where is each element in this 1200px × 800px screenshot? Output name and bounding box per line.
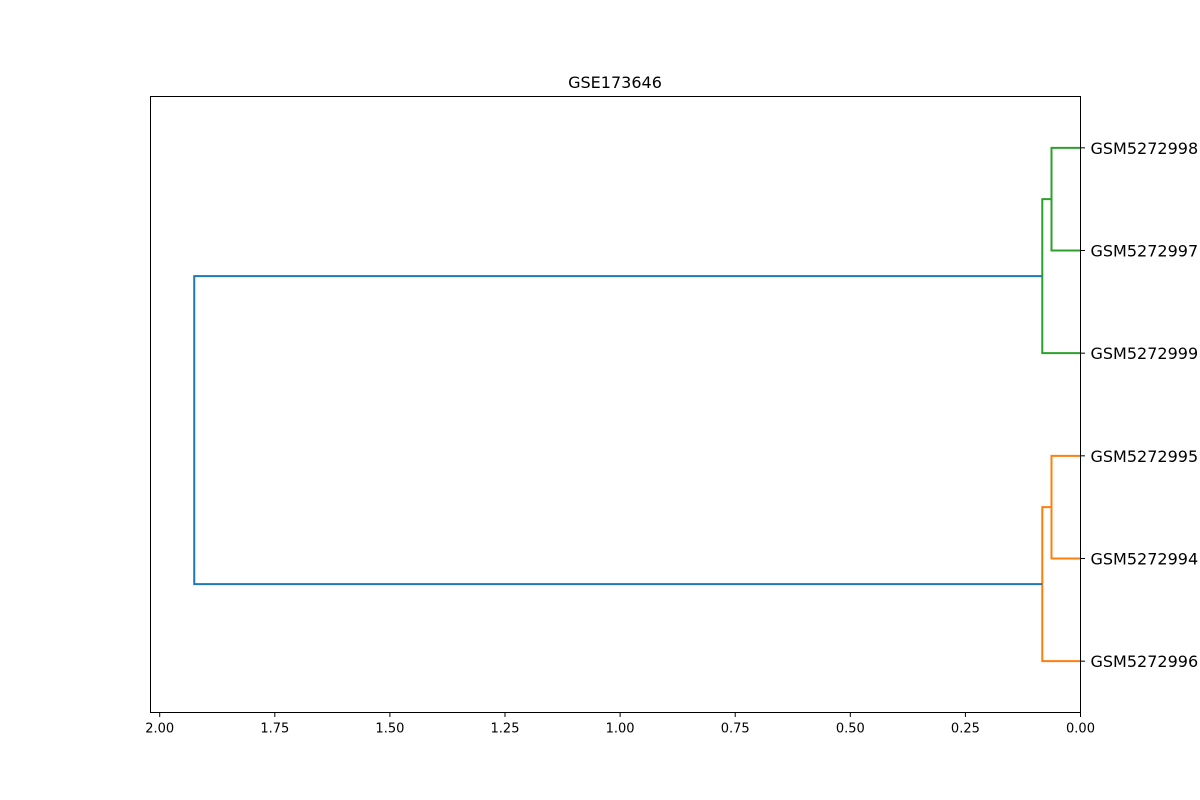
- x-tick-label: 0.00: [1066, 722, 1095, 737]
- dendrogram-link-2: [1041, 198, 1081, 355]
- leaf-labels: GSM5272998 GSM5272997 GSM5272999 GSM5272995…: [1080, 139, 1199, 671]
- x-tick-label: 1.00: [606, 722, 635, 737]
- x-tick-label: 1.50: [375, 722, 404, 737]
- leaf-label-gsm5272998: GSM5272998: [1091, 139, 1199, 158]
- leaf-label-gsm5272994: GSM5272994: [1091, 550, 1199, 569]
- x-tick-label: 0.50: [836, 722, 865, 737]
- x-tick-label: 0.25: [951, 722, 980, 737]
- leaf-label-gsm5272999: GSM5272999: [1091, 344, 1199, 363]
- leaf-label-gsm5272996: GSM5272996: [1091, 652, 1199, 671]
- dendrogram-link-4: [1041, 506, 1081, 663]
- dendrogram-links: [193, 146, 1081, 663]
- chart-title: GSE173646: [568, 73, 662, 92]
- x-tick-label: 1.25: [491, 722, 520, 737]
- x-tick-label: 1.75: [260, 722, 289, 737]
- leaf-label-gsm5272997: GSM5272997: [1091, 242, 1199, 261]
- dendrogram-link-1: [1050, 146, 1081, 252]
- leaf-label-gsm5272995: GSM5272995: [1091, 447, 1199, 466]
- plot-area-frame: [150, 96, 1081, 713]
- dendrogram-link-3: [1050, 454, 1081, 560]
- x-tick-label: 2.00: [145, 722, 174, 737]
- dendrogram-link-5: [193, 275, 1043, 586]
- x-tick-label: 0.75: [721, 722, 750, 737]
- x-axis: 2.00 1.75 1.50 1.25 1.00 0.75 0.50 0.25 0.00: [145, 712, 1095, 737]
